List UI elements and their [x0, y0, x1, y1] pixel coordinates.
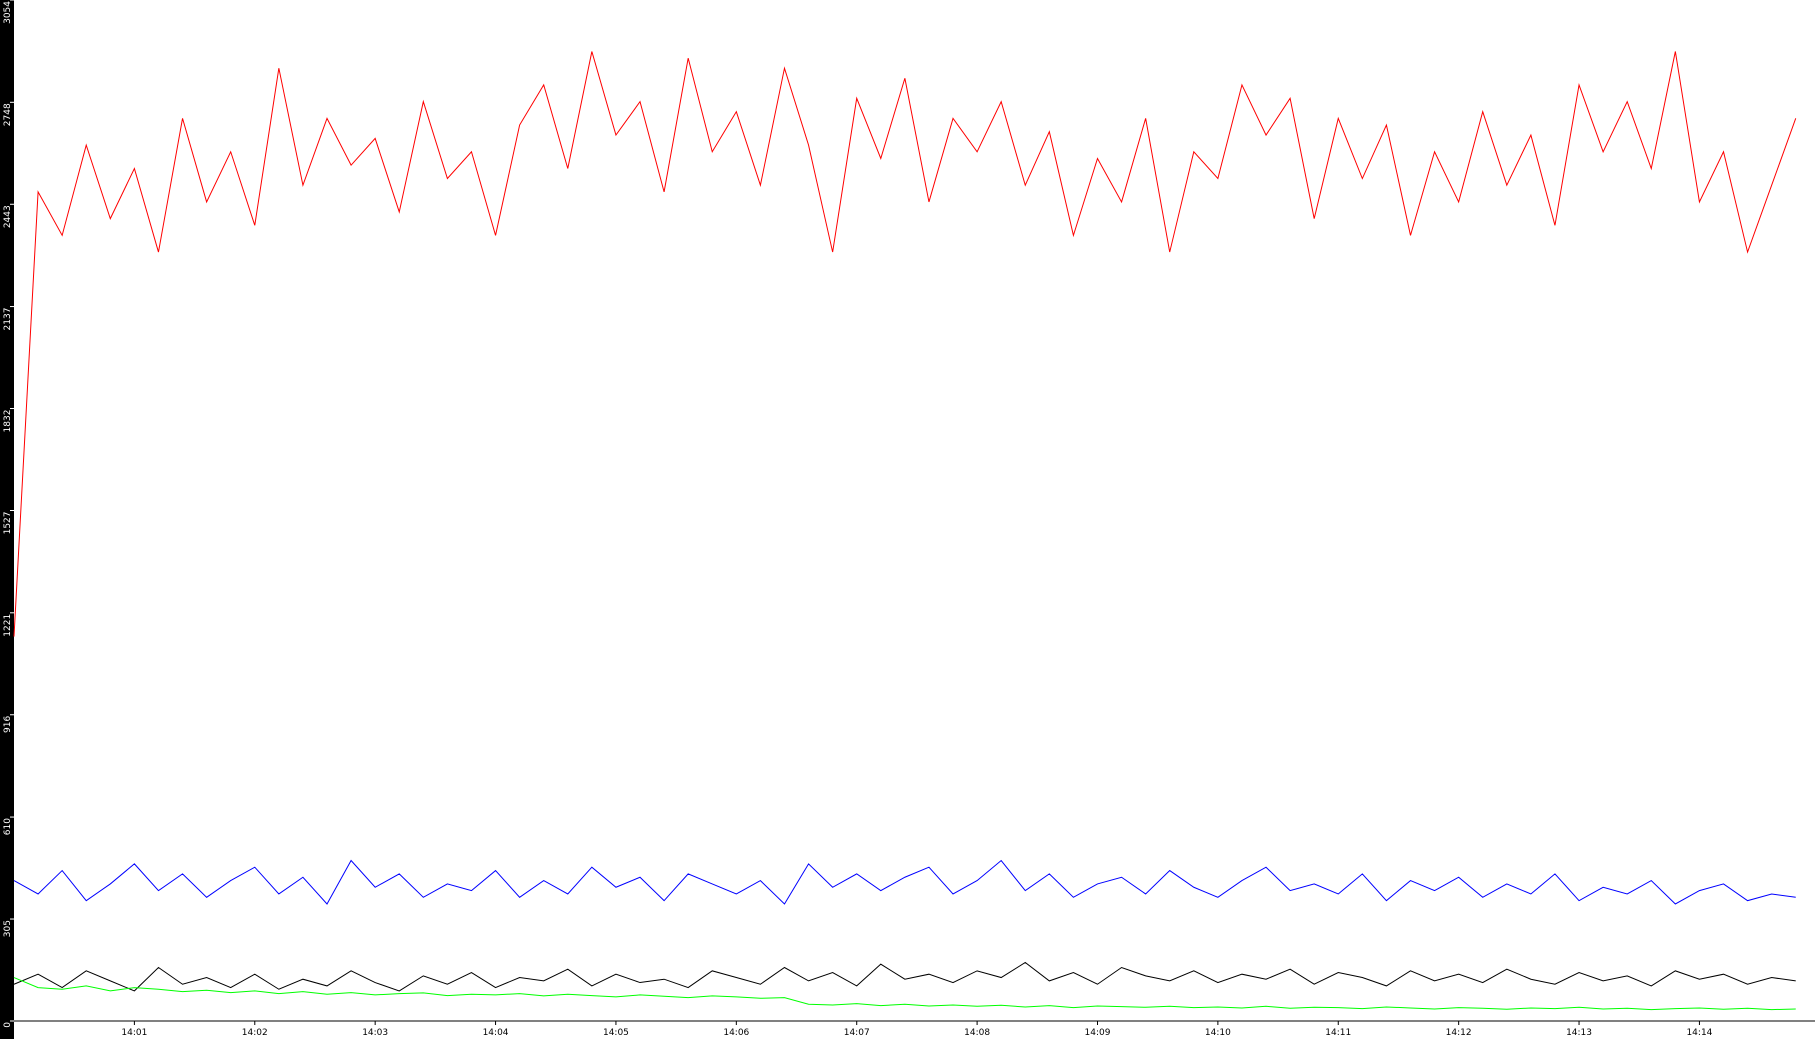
- x-tick-label: 14:07: [844, 1028, 870, 1038]
- series-line: [13, 859, 1796, 905]
- y-tick-label: 916: [3, 716, 13, 733]
- x-tick-label: 14:11: [1325, 1028, 1351, 1038]
- y-tick-label: 1527: [3, 512, 13, 535]
- series-line: [13, 961, 1796, 992]
- x-tick-label: 14:04: [483, 1028, 509, 1038]
- x-tick-label: 14:13: [1566, 1028, 1592, 1038]
- y-axis-strip: [0, 0, 14, 1039]
- x-tick-label: 14:01: [121, 1028, 147, 1038]
- x-tick-label: 14:12: [1446, 1028, 1472, 1038]
- y-tick-label: 2443: [3, 205, 13, 228]
- x-tick-label: 14:05: [603, 1028, 629, 1038]
- y-tick-label: 1832: [3, 410, 13, 433]
- y-tick-label: 1221: [3, 614, 13, 637]
- y-tick-label: 0: [3, 1022, 13, 1028]
- x-tick-label: 14:10: [1205, 1028, 1231, 1038]
- x-tick-label: 14:09: [1085, 1028, 1111, 1038]
- series-line: [13, 977, 1796, 1011]
- x-tick-label: 14:14: [1686, 1028, 1712, 1038]
- y-tick-label: 3054: [3, 1, 13, 24]
- y-tick-label: 2137: [3, 308, 13, 331]
- y-tick-label: 610: [3, 818, 13, 835]
- x-tick-label: 14:03: [362, 1028, 388, 1038]
- x-tick-label: 14:02: [242, 1028, 268, 1038]
- x-tick-label: 14:08: [964, 1028, 990, 1038]
- y-tick-label: 305: [3, 920, 13, 937]
- series-line: [13, 51, 1797, 637]
- y-tick-label: 2748: [3, 103, 13, 126]
- x-tick-label: 14:06: [723, 1028, 749, 1038]
